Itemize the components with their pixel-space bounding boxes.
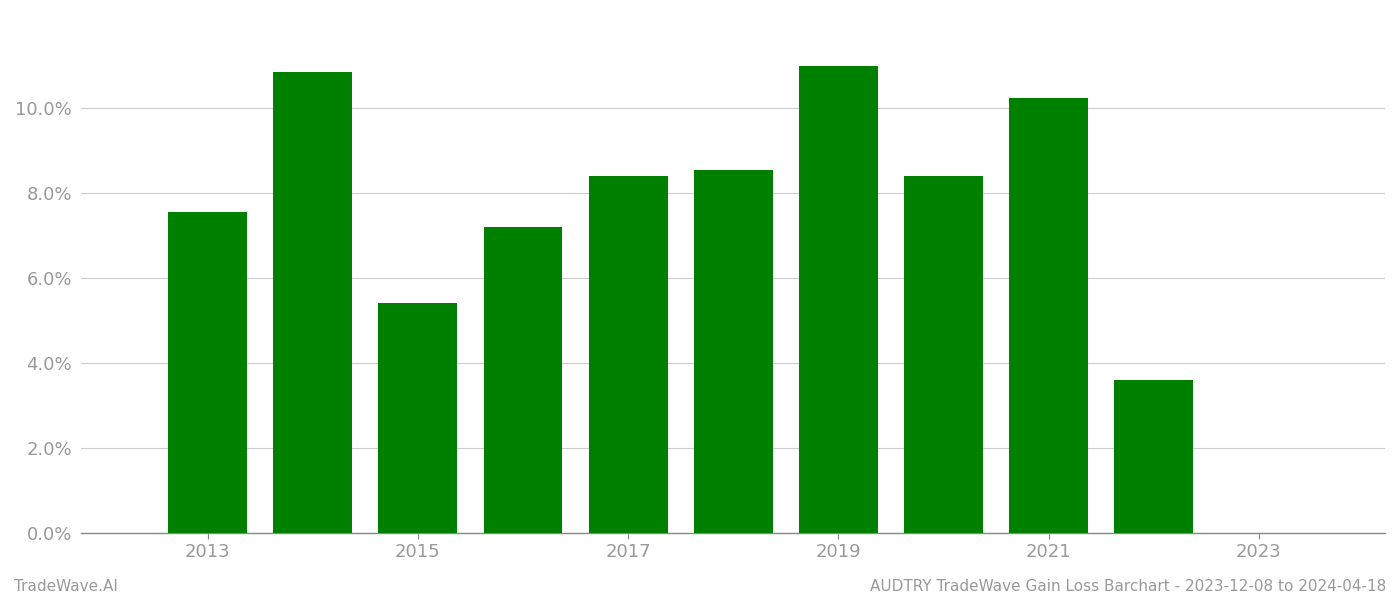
Bar	[588, 176, 668, 533]
Bar	[1009, 98, 1088, 533]
Text: AUDTRY TradeWave Gain Loss Barchart - 2023-12-08 to 2024-04-18: AUDTRY TradeWave Gain Loss Barchart - 20…	[869, 579, 1386, 594]
Text: TradeWave.AI: TradeWave.AI	[14, 579, 118, 594]
Bar	[1114, 380, 1193, 533]
Bar	[273, 72, 353, 533]
Bar	[483, 227, 563, 533]
Bar	[799, 66, 878, 533]
Bar	[168, 212, 246, 533]
Bar	[694, 170, 773, 533]
Bar	[378, 304, 458, 533]
Bar	[904, 176, 983, 533]
